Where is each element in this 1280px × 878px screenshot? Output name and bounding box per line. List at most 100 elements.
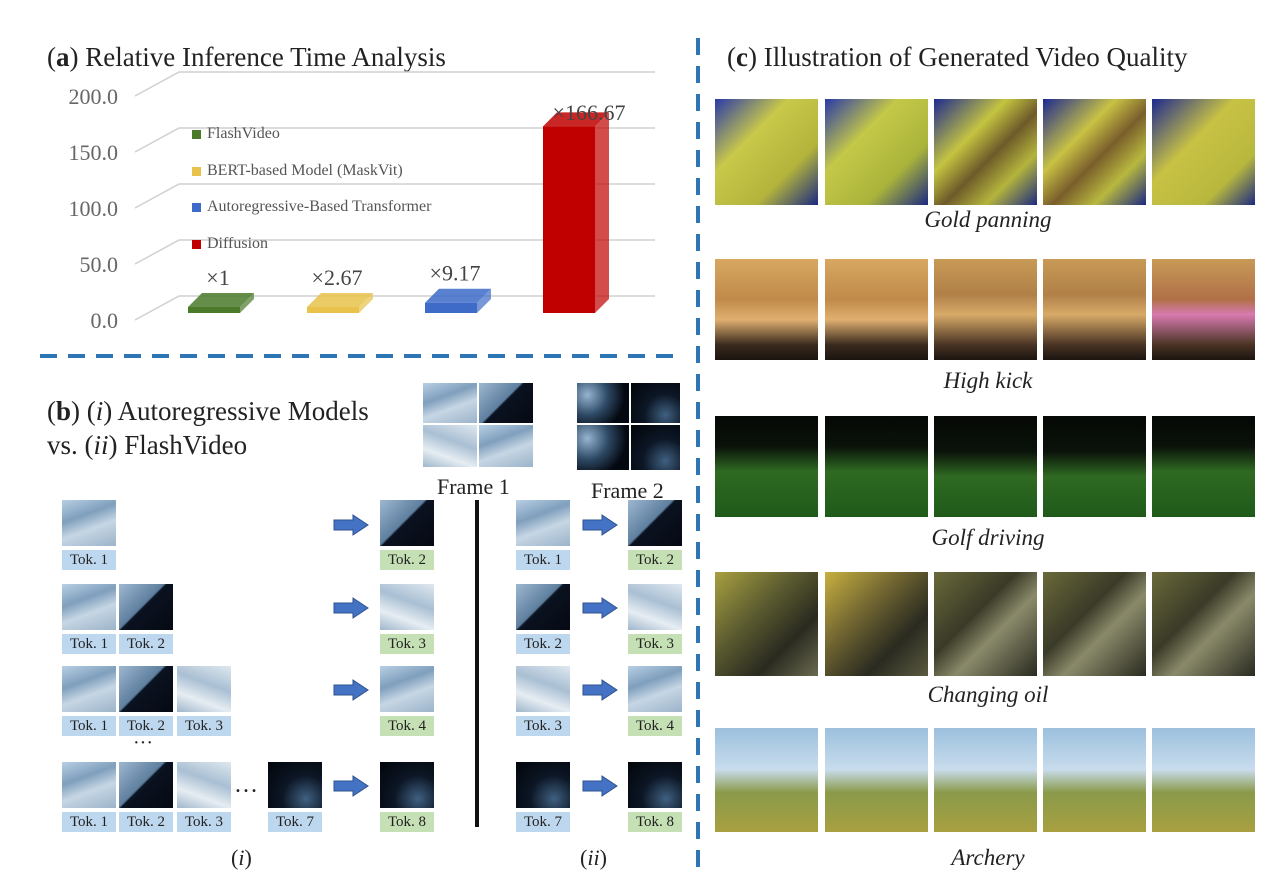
token-label: Tok. 2 <box>516 634 570 654</box>
token-label: Tok. 2 <box>119 812 173 832</box>
video-frame <box>825 728 928 832</box>
frame1-patch <box>423 383 477 423</box>
video-frame <box>1043 416 1146 517</box>
arrow-right-icon <box>333 514 369 536</box>
chart-gridline <box>134 71 655 97</box>
bar <box>425 302 477 313</box>
token-thumb <box>628 500 682 546</box>
frame1-patch <box>479 425 533 467</box>
token-label: Tok. 2 <box>380 550 434 570</box>
token-thumb <box>628 666 682 712</box>
bar-side <box>240 293 254 313</box>
video-frame <box>1152 259 1255 360</box>
video-frame <box>934 416 1037 517</box>
caption-archery: Archery <box>951 845 1025 870</box>
token-thumb <box>628 584 682 630</box>
token-thumb <box>628 762 682 808</box>
legend-item-bert: BERT-based Model (MaskVit) <box>192 162 403 180</box>
token-label: Tok. 8 <box>380 812 434 832</box>
token-label: Tok. 1 <box>62 716 116 736</box>
bar-data-label: ×166.67 <box>553 100 626 125</box>
video-frame <box>715 572 818 676</box>
token-label: Tok. 2 <box>119 634 173 654</box>
token-thumb <box>516 666 570 712</box>
video-frame <box>715 728 818 832</box>
bar-top <box>543 112 609 127</box>
token-label: Tok. 3 <box>177 716 231 736</box>
bar <box>543 126 595 314</box>
token-label: Tok. 3 <box>177 812 231 832</box>
caption-gold-panning: Gold panning <box>924 207 1052 232</box>
video-frame <box>1043 728 1146 832</box>
token-thumb <box>62 666 116 712</box>
chart-gridline <box>134 127 655 153</box>
arrow-right-icon <box>333 775 369 797</box>
y-tick-label: 0.0 <box>91 308 119 333</box>
token-thumb <box>516 500 570 546</box>
arrow-right-icon <box>582 514 618 536</box>
frame1-patch <box>479 383 533 423</box>
token-thumb <box>62 762 116 808</box>
video-frame <box>825 416 928 517</box>
bar <box>307 307 359 313</box>
legend-swatch <box>192 166 201 176</box>
frame2-label: Frame 2 <box>591 478 664 503</box>
caption-high-kick: High kick <box>943 368 1033 393</box>
bar-data-label: ×9.17 <box>430 261 481 286</box>
video-frame <box>715 416 818 517</box>
video-frame <box>825 99 928 205</box>
bar-side <box>477 288 491 313</box>
video-frame <box>1152 416 1255 517</box>
token-label: Tok. 8 <box>628 812 682 832</box>
panel-b-title-line2: vs. (ii) FlashVideo <box>47 430 248 460</box>
video-frame <box>1043 99 1146 205</box>
frame2-patch <box>631 383 680 423</box>
token-thumb <box>62 584 116 630</box>
token-label: Tok. 3 <box>628 634 682 654</box>
video-frame <box>1152 728 1255 832</box>
video-frame <box>934 99 1037 205</box>
bar-side <box>595 112 609 314</box>
video-frame <box>934 572 1037 676</box>
video-frame <box>715 259 818 360</box>
bar-top <box>425 288 491 303</box>
video-frame <box>825 572 928 676</box>
token-thumb <box>119 666 173 712</box>
token-label: Tok. 3 <box>380 634 434 654</box>
chart-gridline <box>134 295 655 321</box>
bar-data-label: ×2.67 <box>312 265 363 290</box>
legend-swatch <box>192 129 201 139</box>
bar-top <box>188 293 254 307</box>
arrow-right-icon <box>582 597 618 619</box>
y-tick-label: 150.0 <box>69 140 119 165</box>
subfigure-label-ii: (ii) <box>580 845 607 870</box>
legend-item-autoregressive: Autoregressive-Based Transformer <box>192 198 431 216</box>
token-label: Tok. 7 <box>268 812 322 832</box>
token-label: Tok. 1 <box>516 550 570 570</box>
y-tick-label: 200.0 <box>69 84 119 109</box>
frame1-label: Frame 1 <box>437 474 510 499</box>
panel-a-title: (a) Relative Inference Time Analysis <box>47 42 446 72</box>
legend-swatch <box>192 239 201 249</box>
bar-data-label: ×1 <box>206 265 229 290</box>
video-frame <box>715 99 818 205</box>
frame2-patch <box>577 425 629 470</box>
token-thumb <box>380 762 434 808</box>
token-label: Tok. 3 <box>516 716 570 736</box>
token-label: Tok. 1 <box>62 550 116 570</box>
video-frame <box>934 259 1037 360</box>
token-label: Tok. 4 <box>628 716 682 736</box>
caption-golf-driving: Golf driving <box>931 525 1045 550</box>
method-separator <box>475 500 479 827</box>
token-thumb <box>177 762 231 808</box>
arrow-right-icon <box>333 597 369 619</box>
token-thumb <box>516 762 570 808</box>
video-frame <box>1043 259 1146 360</box>
bar-top <box>307 293 373 307</box>
token-thumb <box>380 584 434 630</box>
token-thumb <box>62 500 116 546</box>
token-label: Tok. 1 <box>62 634 116 654</box>
legend-item-flashvideo: FlashVideo <box>192 125 280 143</box>
arrow-right-icon <box>333 679 369 701</box>
vertical-ellipsis: ··· <box>133 732 153 754</box>
